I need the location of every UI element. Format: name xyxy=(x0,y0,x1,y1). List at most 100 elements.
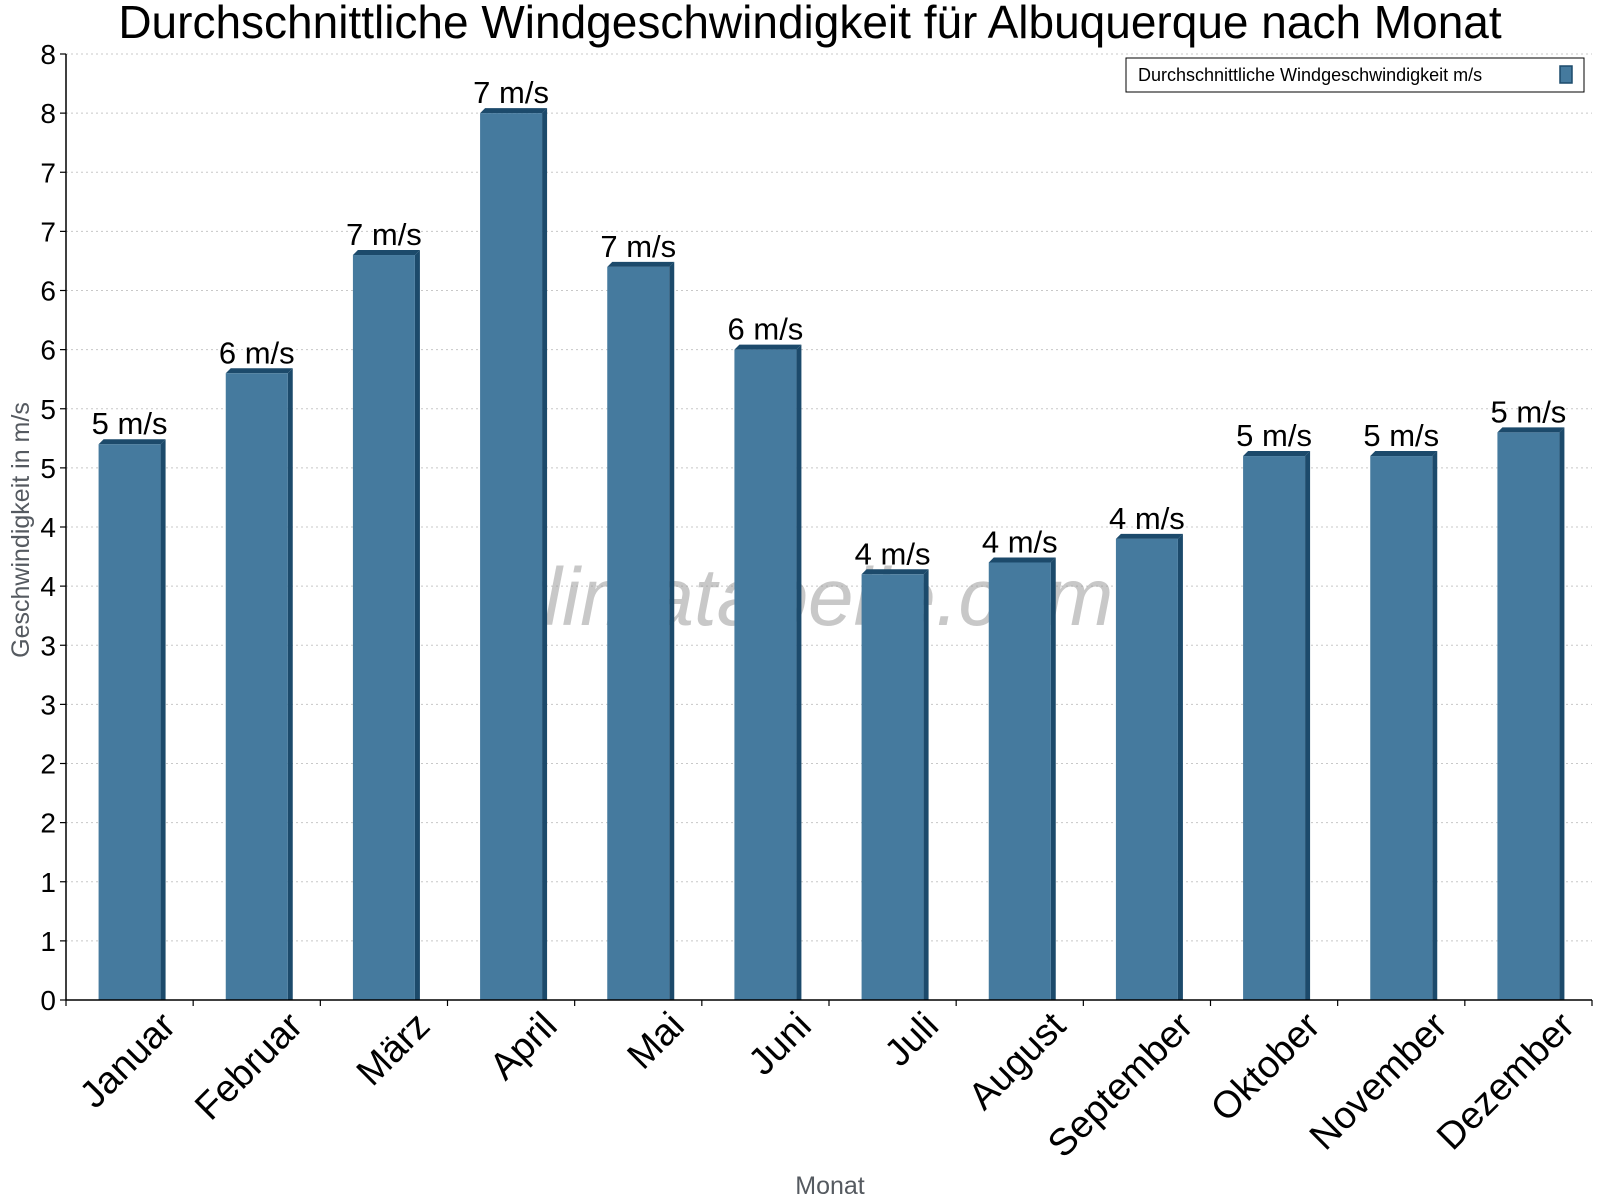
bar-top xyxy=(988,557,1056,563)
bar-juli xyxy=(861,569,929,1000)
data-label: 5 m/s xyxy=(92,406,168,441)
data-label: 4 m/s xyxy=(855,536,931,571)
data-label: 6 m/s xyxy=(219,335,295,370)
x-tick-label: Januar xyxy=(72,1004,184,1116)
bar-juni xyxy=(734,344,802,1000)
legend: Durchschnittliche Windgeschwindigkeit m/… xyxy=(1125,57,1585,93)
x-tick-label: Dezember xyxy=(1429,1004,1583,1158)
bar-februar xyxy=(225,368,293,1000)
bar-face xyxy=(98,444,161,1001)
y-tick-labels: 0 1 1 2 2 3 3 4 4 5 5 6 6 7 7 8 8 xyxy=(40,39,56,1016)
y-tick-label: 7 xyxy=(40,157,56,188)
bar-november xyxy=(1370,451,1438,1000)
y-tick-label: 2 xyxy=(40,749,56,780)
data-label: 5 m/s xyxy=(1236,418,1312,453)
x-tick-label: Mai xyxy=(620,1005,693,1078)
bar-face xyxy=(734,349,797,1000)
y-tick-label: 1 xyxy=(40,926,56,957)
bar-top xyxy=(98,439,166,445)
bar-oktober xyxy=(1243,451,1311,1000)
chart-title: Durchschnittliche Windgeschwindigkeit fü… xyxy=(118,0,1502,48)
bar-top xyxy=(480,108,548,114)
y-tick-label: 5 xyxy=(40,453,56,484)
x-tick-label: August xyxy=(961,1004,1075,1118)
bar-januar xyxy=(98,439,166,1001)
bar-top xyxy=(1497,427,1565,433)
legend-swatch xyxy=(1559,65,1573,84)
bar-august xyxy=(988,557,1056,1000)
data-label: 5 m/s xyxy=(1363,418,1439,453)
y-tick-label: 7 xyxy=(40,216,56,247)
legend-box xyxy=(1125,57,1585,93)
bar-face xyxy=(1243,456,1306,1000)
x-tick-label: Juli xyxy=(877,1005,947,1075)
bar-side xyxy=(1050,557,1056,1000)
y-tick-label: 5 xyxy=(40,394,56,425)
y-tick-label: 4 xyxy=(40,512,56,543)
x-axis-label: Monat xyxy=(795,1172,865,1200)
bar-side xyxy=(414,250,420,1000)
grid-lines xyxy=(66,53,1592,942)
y-tick-label: 2 xyxy=(40,808,56,839)
bar-face xyxy=(225,373,288,1000)
x-tick-label: März xyxy=(349,1005,438,1094)
bar-side xyxy=(669,261,675,1001)
data-label: 5 m/s xyxy=(1491,394,1567,429)
bar-face xyxy=(480,113,543,1000)
y-tick-label: 8 xyxy=(40,98,56,129)
bar-top xyxy=(352,250,420,256)
bar-side xyxy=(1305,451,1311,1000)
data-label: 4 m/s xyxy=(1109,501,1185,536)
bar-april xyxy=(480,108,548,1000)
bar-side xyxy=(160,439,166,1001)
bar-top xyxy=(734,344,802,350)
bar-face xyxy=(352,255,415,1000)
y-tick-label: 3 xyxy=(40,689,56,720)
y-tick-label: 0 xyxy=(40,985,56,1016)
bars xyxy=(98,108,1565,1001)
data-label: 4 m/s xyxy=(982,524,1058,559)
bar-top xyxy=(1370,451,1438,457)
data-label: 7 m/s xyxy=(346,217,422,252)
y-tick-label: 1 xyxy=(40,867,56,898)
x-tick-label: Oktober xyxy=(1203,1004,1329,1130)
bar-side xyxy=(1432,451,1438,1000)
data-labels: 5 m/s 6 m/s 7 m/s 7 m/s 7 m/s 6 m/s 4 m/s 4 m/s… xyxy=(92,75,1567,571)
bar-september xyxy=(1115,533,1183,1000)
bar-top xyxy=(1115,533,1183,539)
y-tick-label: 6 xyxy=(40,335,56,366)
bar-face xyxy=(1115,538,1178,1000)
bar-face xyxy=(988,562,1051,1000)
bar-top xyxy=(607,261,675,267)
bar-side xyxy=(542,108,548,1000)
bar-top xyxy=(1243,451,1311,457)
y-axis-label: Geschwindigkeit in m/s xyxy=(7,402,35,658)
bar-face xyxy=(607,266,670,1001)
data-label: 6 m/s xyxy=(728,312,804,347)
y-tick-label: 8 xyxy=(40,39,56,70)
bar-side xyxy=(796,344,802,1000)
legend-label: Durchschnittliche Windgeschwindigkeit m/… xyxy=(1138,65,1482,85)
bar-märz xyxy=(352,250,420,1000)
x-tick-label: Februar xyxy=(187,1004,311,1128)
bar-dezember xyxy=(1497,427,1565,1000)
x-tick-label: November xyxy=(1302,1004,1456,1158)
bar-top xyxy=(861,569,929,575)
bar-face xyxy=(1370,456,1433,1000)
bar-face xyxy=(1497,432,1560,1000)
y-tick-label: 4 xyxy=(40,571,56,602)
y-tick-label: 3 xyxy=(40,630,56,661)
y-tick-label: 6 xyxy=(40,276,56,307)
axes xyxy=(60,53,1593,1006)
bar-side xyxy=(1559,427,1565,1000)
bar-top xyxy=(225,368,293,374)
bar-side xyxy=(287,368,293,1000)
x-tick-label: Juni xyxy=(741,1005,820,1084)
bar-face xyxy=(861,574,924,1000)
x-tick-label: April xyxy=(482,1005,565,1088)
bar-mai xyxy=(607,261,675,1001)
bar-side xyxy=(923,569,929,1000)
data-label: 7 m/s xyxy=(473,75,549,110)
x-tick-labels: Januar Februar März April Mai Juni Juli AugustS… xyxy=(72,1004,1583,1165)
